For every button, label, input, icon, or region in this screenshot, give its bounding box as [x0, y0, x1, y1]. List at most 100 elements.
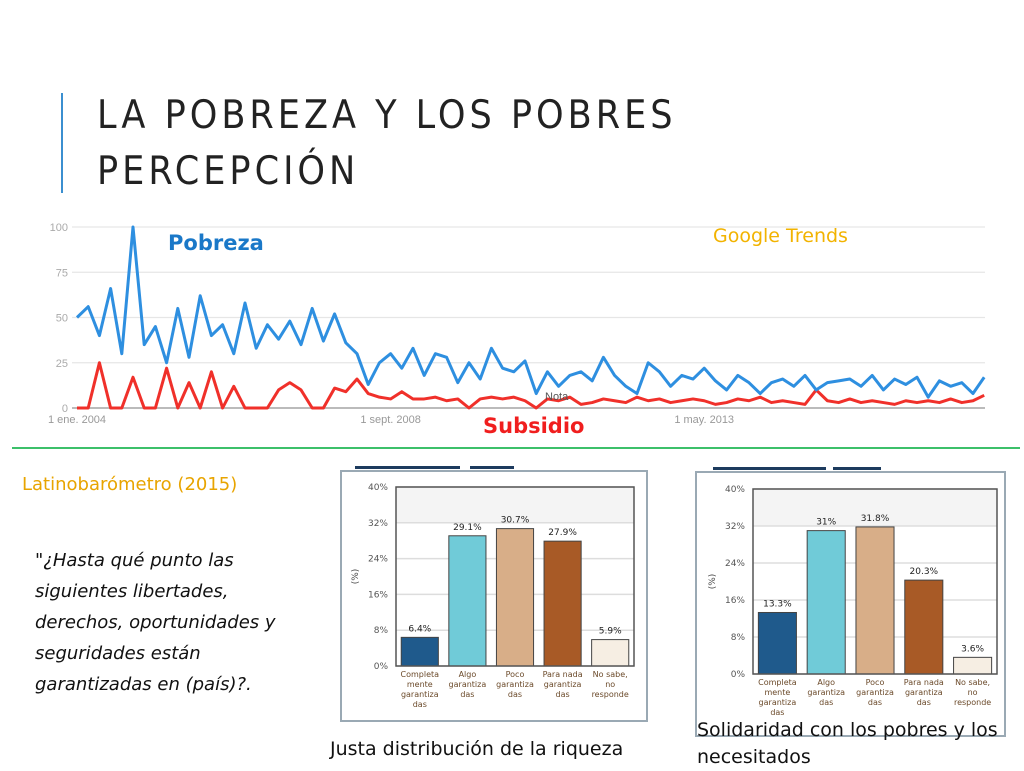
- plot-frame: [752, 488, 998, 675]
- y-tick-label: 8%: [374, 626, 389, 636]
- category-label: garantiza: [496, 680, 534, 689]
- bar: [855, 526, 895, 675]
- bar: [757, 611, 797, 675]
- chart-tab-decoration: [355, 466, 460, 469]
- category-label: No sabe,: [593, 670, 628, 679]
- y-tick-label: 0%: [731, 670, 746, 680]
- category-label: no: [605, 680, 615, 689]
- legend-pobreza: Pobreza: [168, 231, 264, 255]
- y-tick-label: 16%: [368, 590, 388, 600]
- title-line-2: PERCEPCIÓN: [97, 149, 360, 194]
- section-divider: [12, 447, 1020, 449]
- series-line-subsidio: [77, 361, 985, 410]
- category-label: mente: [407, 680, 433, 689]
- title-accent-bar: [61, 93, 63, 193]
- bar: [953, 656, 993, 675]
- y-axis-label: (%): [708, 574, 718, 590]
- category-label: garantiza: [449, 680, 487, 689]
- y-tick-label: 40%: [725, 485, 745, 495]
- y-tick-label: 0: [62, 403, 68, 415]
- category-label: das: [508, 690, 522, 699]
- survey-question: "¿Hasta qué punto las siguientes liberta…: [35, 550, 276, 695]
- category-label: garantiza: [807, 688, 845, 697]
- y-axis-label: (%): [351, 569, 361, 585]
- category-label: mente: [764, 688, 790, 697]
- bar-value-label: 20.3%: [910, 567, 939, 577]
- grid-band: [396, 487, 634, 523]
- x-tick-label: 1 ene. 2004: [48, 414, 106, 426]
- bar-chart-panel-right: 0% 8% 16% 24% 32% 40% (%) 13.3% Completa mente gar…: [695, 471, 1006, 737]
- y-tick-label: 100: [50, 222, 68, 234]
- category-label: Algo: [817, 678, 835, 687]
- category-label: garantiza: [759, 698, 797, 707]
- category-label: no: [968, 688, 978, 697]
- bar-chart-panel-left: 0% 8% 16% 24% 32% 40% (%) 6.4% Completa mente gara…: [340, 470, 648, 722]
- category-label: Poco: [866, 678, 885, 687]
- bar-chart-riqueza: 0%8%16%24%32%40%(%)6.4%Completamentegara…: [351, 483, 635, 709]
- category-label: das: [917, 698, 931, 707]
- bar-value-label: 6.4%: [408, 624, 431, 634]
- category-label: Poco: [506, 670, 525, 679]
- bar: [495, 528, 535, 667]
- y-tick-label: 25: [56, 358, 68, 370]
- y-tick-label: 32%: [368, 519, 388, 529]
- category-label: das: [413, 700, 427, 709]
- grid-band: [753, 489, 997, 526]
- y-tick-label: 8%: [731, 633, 746, 643]
- bar-chart-solidaridad: 0%8%16%24%32%40%(%)13.3%Completamentegar…: [708, 485, 998, 717]
- series-line-pobreza: [75, 225, 986, 399]
- category-label: Completa: [758, 678, 797, 687]
- y-tick-label: 16%: [725, 596, 745, 606]
- bar-value-label: 31%: [816, 518, 836, 528]
- category-label: das: [819, 698, 833, 707]
- bar: [806, 530, 846, 675]
- source-label: Latinobarómetro (2015): [22, 474, 238, 495]
- slide-title: LA POBREZA Y LOS POBRES PERCEPCIÓN: [97, 88, 677, 200]
- bar: [448, 535, 487, 667]
- bar-value-label: 31.8%: [861, 514, 890, 524]
- bar: [591, 639, 630, 667]
- google-trends-line-chart: 0 25 50 75 100 1 ene. 2004 1 sept. 2008 1 may. …: [48, 222, 986, 438]
- category-label: garantiza: [856, 688, 894, 697]
- bar-value-label: 5.9%: [599, 627, 622, 637]
- y-tick-label: 24%: [368, 555, 388, 565]
- plot-frame: [395, 486, 635, 667]
- legend-subsidio: Subsidio: [483, 414, 584, 438]
- bar: [400, 636, 439, 667]
- bar-value-label: 29.1%: [453, 523, 482, 533]
- chart-tab-decoration: [470, 466, 514, 469]
- category-label: das: [556, 690, 570, 699]
- bar-value-label: 27.9%: [548, 528, 577, 538]
- category-label: Completa: [401, 670, 440, 679]
- category-label: das: [868, 698, 882, 707]
- chart-tab-decoration: [833, 467, 881, 470]
- category-label: Algo: [459, 670, 477, 679]
- x-tick-label: 1 may. 2013: [674, 414, 734, 426]
- bar-value-label: 3.6%: [961, 644, 984, 654]
- category-label: garantiza: [401, 690, 439, 699]
- title-line-1: LA POBREZA Y LOS POBRES: [97, 93, 677, 138]
- category-label: Para nada: [543, 670, 583, 679]
- bar: [543, 540, 582, 667]
- category-label: garantiza: [544, 680, 582, 689]
- bar: [904, 579, 944, 675]
- y-tick-label: 50: [56, 313, 68, 325]
- category-label: garantiza: [905, 688, 943, 697]
- caption-right: Solidaridad con los pobres y los necesit…: [697, 719, 998, 768]
- category-label: das: [770, 708, 784, 717]
- bar-value-label: 13.3%: [763, 599, 792, 609]
- caption-left: Justa distribución de la riqueza: [330, 738, 624, 760]
- category-label: Para nada: [904, 678, 944, 687]
- x-tick-label: 1 sept. 2008: [360, 414, 421, 426]
- y-tick-label: 24%: [725, 559, 745, 569]
- source-google-trends: Google Trends: [713, 225, 848, 247]
- y-tick-label: 75: [56, 267, 68, 279]
- category-label: das: [460, 690, 474, 699]
- annotation-label: Nota: [545, 391, 569, 403]
- y-tick-label: 40%: [368, 483, 388, 493]
- y-tick-label: 0%: [374, 662, 389, 672]
- category-label: No sabe,: [955, 678, 990, 687]
- category-label: responde: [592, 690, 629, 699]
- category-label: responde: [954, 698, 991, 707]
- y-tick-label: 32%: [725, 522, 745, 532]
